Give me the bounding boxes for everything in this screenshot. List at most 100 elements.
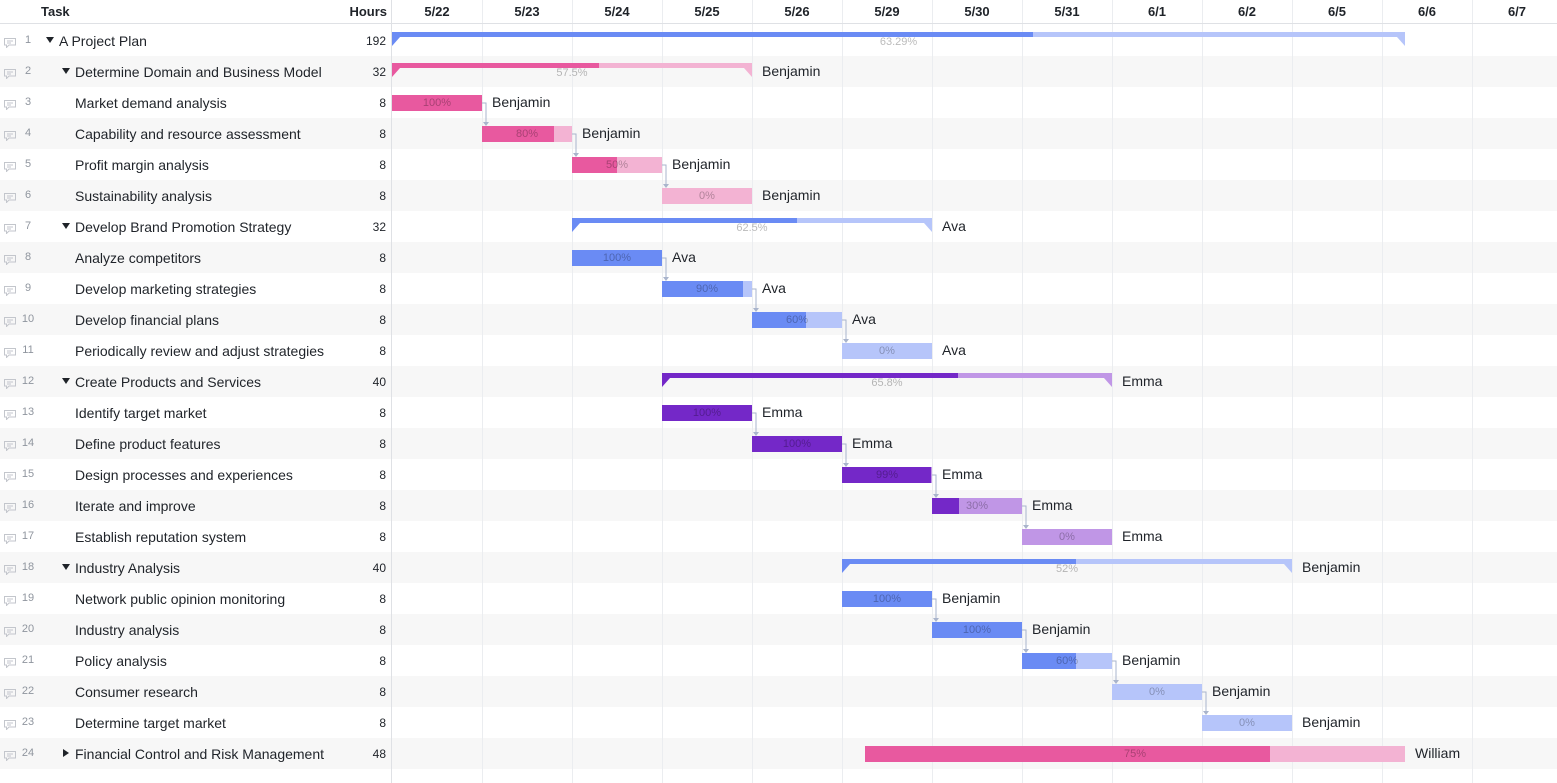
task-bar[interactable]: 60%: [1022, 653, 1112, 669]
task-bar[interactable]: 100%: [842, 591, 932, 607]
triangle-down-icon[interactable]: [62, 68, 70, 74]
task-bar[interactable]: 60%: [752, 312, 842, 328]
comment-icon[interactable]: [4, 159, 16, 173]
task-bar[interactable]: 0%: [1202, 715, 1292, 731]
triangle-down-icon[interactable]: [46, 37, 54, 43]
task-bar[interactable]: 0%: [662, 188, 752, 204]
comment-icon[interactable]: [4, 469, 16, 483]
task-bar[interactable]: 0%: [1022, 529, 1112, 545]
comment-icon[interactable]: [4, 686, 16, 700]
task-column-header[interactable]: Task: [41, 4, 70, 19]
task-row[interactable]: 14 Define product features 8: [0, 428, 391, 459]
comment-icon[interactable]: [4, 717, 16, 731]
comment-icon[interactable]: [4, 66, 16, 80]
comment-icon[interactable]: [4, 97, 16, 111]
task-bar[interactable]: 0%: [842, 343, 932, 359]
triangle-right-icon[interactable]: [63, 749, 69, 757]
task-name[interactable]: Identify target market: [75, 405, 207, 421]
task-name[interactable]: Establish reputation system: [75, 529, 247, 545]
summary-bar[interactable]: 57.5%: [392, 63, 752, 81]
task-row[interactable]: 21 Policy analysis 8: [0, 645, 391, 676]
task-bar[interactable]: 75%: [865, 746, 1405, 762]
task-name[interactable]: Develop financial plans: [75, 312, 219, 328]
task-name[interactable]: Industry analysis: [75, 622, 180, 638]
comment-icon[interactable]: [4, 314, 16, 328]
task-row[interactable]: 18 Industry Analysis 40: [0, 552, 391, 583]
task-row[interactable]: 6 Sustainability analysis 8: [0, 180, 391, 211]
task-row[interactable]: 15 Design processes and experiences 8: [0, 459, 391, 490]
comment-icon[interactable]: [4, 562, 16, 576]
comment-icon[interactable]: [4, 407, 16, 421]
task-bar[interactable]: 99%: [842, 467, 932, 483]
task-name[interactable]: Analyze competitors: [75, 250, 202, 266]
comment-icon[interactable]: [4, 655, 16, 669]
comment-icon[interactable]: [4, 531, 16, 545]
task-bar[interactable]: 30%: [932, 498, 1022, 514]
comment-icon[interactable]: [4, 252, 16, 266]
task-row[interactable]: 17 Establish reputation system 8: [0, 521, 391, 552]
task-name[interactable]: Create Products and Services: [75, 374, 261, 390]
task-bar[interactable]: 100%: [752, 436, 842, 452]
task-bar[interactable]: 90%: [662, 281, 752, 297]
summary-bar[interactable]: 65.8%: [662, 373, 1112, 391]
task-name[interactable]: Capability and resource assessment: [75, 126, 301, 142]
task-row[interactable]: 2 Determine Domain and Business Model 32: [0, 56, 391, 87]
task-name[interactable]: Financial Control and Risk Management: [75, 746, 325, 762]
task-row[interactable]: 16 Iterate and improve 8: [0, 490, 391, 521]
comment-icon[interactable]: [4, 345, 16, 359]
task-bar[interactable]: 80%: [482, 126, 572, 142]
task-row[interactable]: 12 Create Products and Services 40: [0, 366, 391, 397]
task-name[interactable]: Define product features: [75, 436, 221, 452]
comment-icon[interactable]: [4, 221, 16, 235]
task-row[interactable]: 19 Network public opinion monitoring 8: [0, 583, 391, 614]
task-row[interactable]: 1 A Project Plan 192: [0, 25, 391, 56]
task-bar[interactable]: 100%: [572, 250, 662, 266]
comment-icon[interactable]: [4, 500, 16, 514]
comment-icon[interactable]: [4, 35, 16, 49]
task-name[interactable]: Policy analysis: [75, 653, 167, 669]
comment-icon[interactable]: [4, 376, 16, 390]
task-name[interactable]: Network public opinion monitoring: [75, 591, 286, 607]
summary-bar[interactable]: 52%: [842, 559, 1292, 577]
task-row[interactable]: 9 Develop marketing strategies 8: [0, 273, 391, 304]
triangle-down-icon[interactable]: [62, 223, 70, 229]
task-name[interactable]: Develop marketing strategies: [75, 281, 257, 297]
comment-icon[interactable]: [4, 128, 16, 142]
comment-icon[interactable]: [4, 190, 16, 204]
task-name[interactable]: A Project Plan: [59, 33, 147, 49]
hours-column-header[interactable]: Hours: [349, 4, 387, 19]
task-name[interactable]: Determine target market: [75, 715, 226, 731]
task-name[interactable]: Consumer research: [75, 684, 198, 700]
task-name[interactable]: Industry Analysis: [75, 560, 181, 576]
task-name[interactable]: Determine Domain and Business Model: [75, 64, 322, 80]
task-row[interactable]: 20 Industry analysis 8: [0, 614, 391, 645]
task-name[interactable]: Profit margin analysis: [75, 157, 209, 173]
task-name[interactable]: Market demand analysis: [75, 95, 227, 111]
comment-icon[interactable]: [4, 283, 16, 297]
comment-icon[interactable]: [4, 624, 16, 638]
task-row[interactable]: 22 Consumer research 8: [0, 676, 391, 707]
task-name[interactable]: Design processes and experiences: [75, 467, 293, 483]
task-row[interactable]: 5 Profit margin analysis 8: [0, 149, 391, 180]
triangle-down-icon[interactable]: [62, 378, 70, 384]
task-row[interactable]: 3 Market demand analysis 8: [0, 87, 391, 118]
comment-icon[interactable]: [4, 438, 16, 452]
task-row[interactable]: 8 Analyze competitors 8: [0, 242, 391, 273]
task-bar[interactable]: 100%: [392, 95, 482, 111]
comment-icon[interactable]: [4, 748, 16, 762]
task-name[interactable]: Periodically review and adjust strategie…: [75, 343, 325, 359]
task-name[interactable]: Sustainability analysis: [75, 188, 212, 204]
summary-bar[interactable]: 63.29%: [392, 32, 1405, 50]
task-row[interactable]: 10 Develop financial plans 8: [0, 304, 391, 335]
task-name[interactable]: Develop Brand Promotion Strategy: [75, 219, 292, 235]
summary-bar[interactable]: 62.5%: [572, 218, 932, 236]
task-row[interactable]: 11 Periodically review and adjust strateg…: [0, 335, 391, 366]
task-bar[interactable]: 0%: [1112, 684, 1202, 700]
task-row[interactable]: 24 Financial Control and Risk Management 4…: [0, 738, 391, 769]
task-bar[interactable]: 100%: [662, 405, 752, 421]
task-name[interactable]: Iterate and improve: [75, 498, 196, 514]
task-row[interactable]: 7 Develop Brand Promotion Strategy 32: [0, 211, 391, 242]
triangle-down-icon[interactable]: [62, 564, 70, 570]
task-row[interactable]: 23 Determine target market 8: [0, 707, 391, 738]
task-row[interactable]: 13 Identify target market 8: [0, 397, 391, 428]
